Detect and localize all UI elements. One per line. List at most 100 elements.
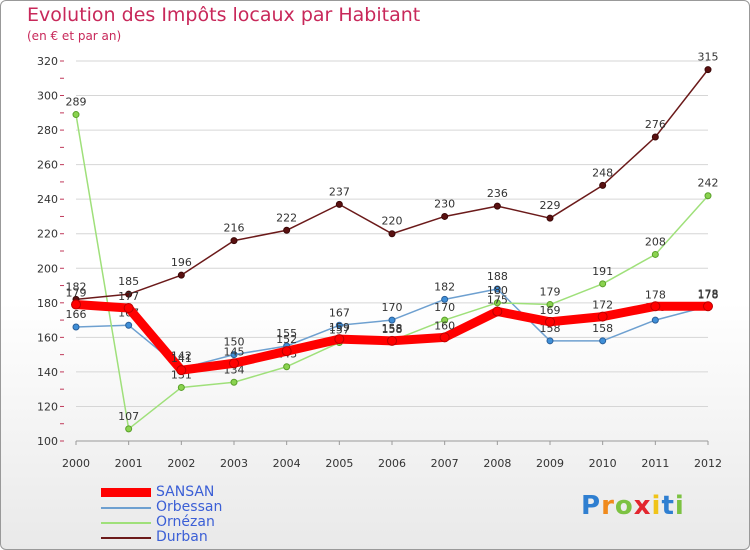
x-tick-label: 2007 xyxy=(431,457,459,470)
logo-letter: P xyxy=(581,491,602,521)
data-label-sansan: 141 xyxy=(171,352,192,365)
data-label-sansan: 169 xyxy=(540,304,561,317)
data-label-sansan: 175 xyxy=(487,293,508,306)
x-tick-label: 2004 xyxy=(273,457,301,470)
x-tick-label: 2001 xyxy=(115,457,143,470)
y-tick-label: 160 xyxy=(37,331,58,344)
chart-subtitle: (en € et par an) xyxy=(27,29,122,43)
data-point-sansan xyxy=(545,316,555,327)
data-point-durban xyxy=(283,226,291,234)
data-label-durban: 248 xyxy=(592,166,613,179)
data-point-durban xyxy=(493,202,501,210)
data-point-durban xyxy=(599,181,607,189)
data-point-sansan xyxy=(176,365,187,376)
data-point-sansan xyxy=(281,346,292,357)
data-label-ornezan: 180 xyxy=(487,284,508,297)
data-point-ornezan xyxy=(704,192,712,200)
data-point-sansan xyxy=(492,306,503,317)
data-label-durban: 222 xyxy=(276,211,297,224)
data-point-orbessan xyxy=(335,321,343,329)
legend-label-orbessan: Orbessan xyxy=(156,499,223,515)
data-label-orbessan: 170 xyxy=(382,301,403,314)
y-tick-label: 220 xyxy=(37,228,58,241)
data-point-durban xyxy=(388,230,396,238)
data-point-ornezan xyxy=(72,111,80,119)
data-point-ornezan xyxy=(177,383,185,391)
data-point-ornezan xyxy=(441,316,449,324)
data-point-durban xyxy=(441,212,449,220)
y-tick-label: 100 xyxy=(37,435,58,448)
series-ornezan: 289107131134143157158170180179191208242 xyxy=(66,96,719,433)
chart-title: Evolution des Impôts locaux par Habitant xyxy=(27,4,421,26)
data-point-durban xyxy=(125,290,133,298)
data-point-orbessan xyxy=(599,337,607,345)
data-label-orbessan: 188 xyxy=(487,270,508,283)
data-label-durban: 182 xyxy=(66,280,87,293)
data-point-ornezan xyxy=(283,363,291,371)
data-point-sansan xyxy=(387,335,397,346)
data-label-sansan: 145 xyxy=(224,345,245,358)
x-tick-label: 2008 xyxy=(483,457,511,470)
data-point-durban xyxy=(230,237,238,245)
data-label-ornezan: 158 xyxy=(382,322,403,335)
data-label-ornezan: 107 xyxy=(118,410,139,423)
legend-swatch-durban xyxy=(101,537,151,539)
data-point-ornezan xyxy=(493,299,501,307)
data-label-orbessan: 166 xyxy=(66,308,87,321)
y-tick-label: 260 xyxy=(37,159,58,172)
y-tick-label: 200 xyxy=(37,262,58,275)
data-label-sansan: 178 xyxy=(698,288,719,301)
data-label-orbessan: 155 xyxy=(276,327,297,340)
data-point-orbessan xyxy=(493,285,501,293)
x-tick-label: 2005 xyxy=(325,457,353,470)
data-label-orbessan: 150 xyxy=(224,336,245,349)
data-label-ornezan: 191 xyxy=(592,265,613,278)
series-durban: 182 185 196 216 222 237 220 230 236 229 248 276 315 xyxy=(66,51,719,303)
x-tick-label: 2010 xyxy=(589,457,617,470)
data-point-durban xyxy=(704,66,712,74)
data-point-sansan xyxy=(71,299,81,310)
data-point-durban xyxy=(177,271,185,279)
data-point-ornezan xyxy=(599,280,607,288)
data-label-durban: 276 xyxy=(645,118,666,131)
data-point-sansan xyxy=(334,334,345,345)
data-label-sansan: 178 xyxy=(645,288,666,301)
y-tick-label: 320 xyxy=(37,55,58,68)
data-point-orbessan xyxy=(441,295,449,303)
legend-swatch-ornezan xyxy=(101,522,151,524)
data-label-ornezan: 179 xyxy=(540,286,561,299)
data-label-sansan: 158 xyxy=(382,323,403,336)
data-point-sansan xyxy=(439,332,450,343)
x-tick-label: 2000 xyxy=(62,457,90,470)
data-point-orbessan xyxy=(72,323,80,331)
logo-letter: x xyxy=(633,491,652,521)
data-label-sansan: 152 xyxy=(276,333,297,346)
y-tick-label: 140 xyxy=(37,366,58,379)
data-point-orbessan xyxy=(230,351,238,359)
x-tick-label: 2009 xyxy=(536,457,564,470)
data-label-durban: 196 xyxy=(171,256,192,269)
data-point-ornezan xyxy=(546,301,554,309)
data-label-orbessan: 167 xyxy=(329,306,350,319)
x-tick-label: 2011 xyxy=(641,457,669,470)
x-tick-label: 2002 xyxy=(167,457,195,470)
data-label-sansan: 177 xyxy=(118,290,139,303)
data-point-sansan xyxy=(123,303,134,313)
series-sansan: 179 177 141 145 152 159 158 160 175 169 172 178 178 xyxy=(66,287,719,376)
y-tick-label: 180 xyxy=(37,297,58,310)
data-label-ornezan: 208 xyxy=(645,235,666,248)
series-orbessan: 166167142150155167170182188158158170178 xyxy=(66,270,719,372)
data-label-ornezan: 289 xyxy=(66,96,87,109)
legend-swatch-sansan xyxy=(101,488,151,497)
data-label-durban: 229 xyxy=(540,199,561,212)
y-tick-label: 120 xyxy=(37,400,58,413)
proxiti-logo: Proxiti xyxy=(581,491,685,521)
data-label-durban: 230 xyxy=(434,197,455,210)
data-label-durban: 237 xyxy=(329,185,350,198)
data-label-orbessan: 182 xyxy=(434,280,455,293)
data-point-sansan xyxy=(597,311,608,322)
y-tick-label: 240 xyxy=(37,193,58,206)
data-point-orbessan xyxy=(546,337,554,345)
data-point-ornezan xyxy=(125,425,133,433)
